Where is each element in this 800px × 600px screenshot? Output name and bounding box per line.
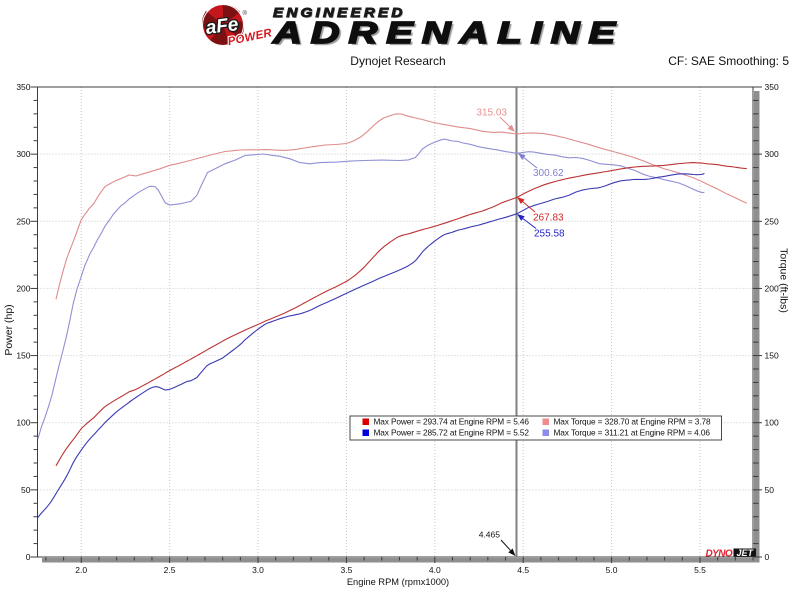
svg-text:350: 350: [16, 82, 30, 92]
svg-text:250: 250: [765, 216, 779, 226]
svg-text:100: 100: [16, 418, 30, 428]
svg-text:300.62: 300.62: [533, 168, 564, 179]
svg-text:300: 300: [765, 149, 779, 159]
svg-text:4.5: 4.5: [517, 565, 529, 575]
svg-text:300: 300: [16, 149, 30, 159]
svg-text:267.83: 267.83: [533, 213, 564, 224]
svg-text:200: 200: [765, 283, 779, 293]
svg-text:2.0: 2.0: [75, 565, 87, 575]
svg-text:150: 150: [16, 351, 30, 361]
svg-text:Power (hp): Power (hp): [3, 304, 15, 355]
svg-text:4.0: 4.0: [429, 565, 441, 575]
svg-text:5.5: 5.5: [694, 565, 706, 575]
svg-text:200: 200: [16, 283, 30, 293]
svg-text:3.5: 3.5: [340, 565, 352, 575]
svg-text:5.0: 5.0: [606, 565, 618, 575]
svg-text:0: 0: [765, 552, 770, 562]
svg-text:®: ®: [243, 10, 248, 17]
svg-text:50: 50: [21, 485, 31, 495]
svg-text:Max Torque = 311.21 at Engine: Max Torque = 311.21 at Engine RPM = 4.06: [554, 428, 711, 438]
svg-text:150: 150: [765, 351, 779, 361]
svg-text:3.0: 3.0: [252, 565, 264, 575]
svg-text:Max Power = 293.74 at Engine R: Max Power = 293.74 at Engine RPM = 5.46: [374, 417, 530, 427]
svg-text:315.03: 315.03: [476, 108, 507, 119]
svg-text:Max Torque = 328.70 at Engine: Max Torque = 328.70 at Engine RPM = 3.78: [554, 417, 711, 427]
svg-text:2.5: 2.5: [164, 565, 176, 575]
svg-text:DYNO: DYNO: [706, 548, 733, 559]
svg-text:50: 50: [765, 485, 775, 495]
svg-text:JET: JET: [737, 548, 755, 558]
svg-text:Torque (ft-lbs): Torque (ft-lbs): [778, 248, 790, 313]
svg-text:Max Power = 285.72 at Engine R: Max Power = 285.72 at Engine RPM = 5.52: [374, 428, 530, 438]
svg-text:Engine RPM (rpmx1000): Engine RPM (rpmx1000): [347, 577, 449, 587]
svg-text:100: 100: [765, 418, 779, 428]
svg-text:350: 350: [765, 82, 779, 92]
svg-text:4.465: 4.465: [479, 530, 501, 540]
svg-text:0: 0: [26, 552, 31, 562]
svg-text:255.58: 255.58: [534, 229, 565, 240]
svg-text:250: 250: [16, 216, 30, 226]
